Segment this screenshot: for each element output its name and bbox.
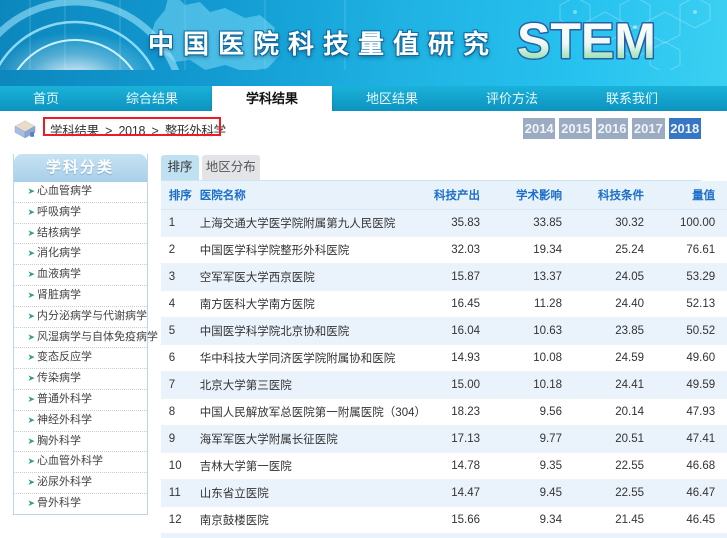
svg-text:STEM: STEM xyxy=(517,13,656,69)
